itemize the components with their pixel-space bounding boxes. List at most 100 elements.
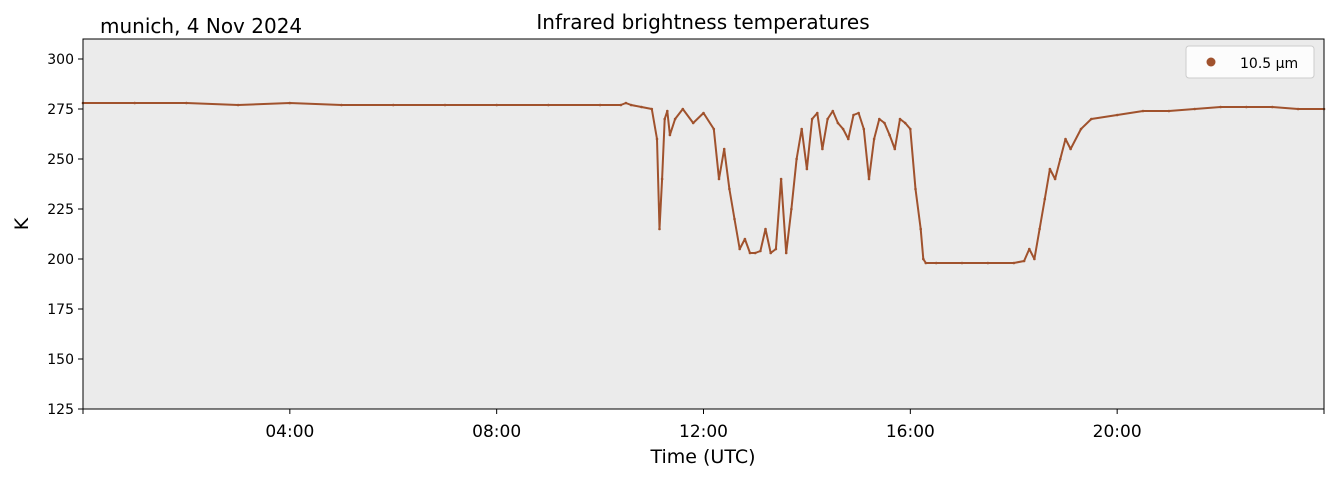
data-point [986, 261, 990, 265]
chart-title: Infrared brightness temperatures [536, 10, 869, 34]
data-point [1022, 259, 1026, 263]
data-point [288, 101, 292, 105]
data-point [805, 167, 809, 171]
data-point [673, 117, 677, 121]
data-point [738, 247, 741, 251]
data-point [702, 111, 705, 115]
data-point [1141, 109, 1145, 113]
data-point [1048, 167, 1052, 171]
data-point [769, 251, 772, 255]
data-point [655, 137, 659, 141]
data-point [774, 247, 778, 251]
data-point [836, 121, 840, 125]
data-point [960, 261, 964, 265]
data-point [800, 127, 803, 131]
data-point [898, 117, 902, 121]
data-point [1115, 113, 1119, 117]
legend: 10.5 µm [1185, 45, 1315, 79]
data-point [1012, 261, 1016, 265]
data-point [443, 103, 447, 107]
y-axis: 125 150 175 200 225 250 275 300 [47, 52, 83, 418]
data-point [1038, 227, 1041, 231]
data-point [495, 103, 499, 107]
data-point [1033, 257, 1036, 261]
data-point [795, 157, 798, 161]
data-point [743, 237, 747, 241]
data-point [784, 251, 788, 255]
data-point [691, 121, 695, 125]
y-tick-label: 225 [47, 202, 74, 218]
data-point [624, 101, 628, 105]
data-point [1245, 105, 1248, 109]
data-point [867, 177, 871, 181]
data-point [821, 147, 824, 151]
data-point [1090, 117, 1093, 121]
data-point [893, 147, 897, 151]
y-tick-label: 250 [47, 152, 74, 168]
data-point [1079, 127, 1083, 131]
x-tick-label: 20:00 [1093, 422, 1142, 442]
data-point [660, 177, 664, 181]
data-point [1028, 247, 1031, 251]
data-point [712, 127, 716, 131]
y-tick-label: 125 [47, 402, 74, 418]
data-point [340, 103, 343, 107]
data-point [681, 107, 685, 111]
data-point [779, 177, 783, 181]
plot-area [83, 39, 1324, 409]
data-point [852, 113, 855, 117]
data-point [862, 127, 866, 131]
data-point [392, 103, 395, 107]
data-point [1296, 107, 1300, 111]
series-layer [81, 101, 1326, 265]
legend-marker [1206, 57, 1216, 67]
y-tick-label: 175 [47, 302, 74, 318]
data-point [810, 117, 814, 121]
data-point [759, 249, 762, 253]
data-point [934, 261, 938, 265]
data-point [1271, 105, 1274, 109]
data-point [924, 261, 928, 265]
data-point [598, 103, 602, 107]
x-axis: 04:00 08:00 12:00 16:00 20:00 [82, 409, 1325, 442]
y-axis-title: K [11, 217, 33, 230]
data-point [903, 121, 907, 125]
legend-box [1185, 45, 1315, 79]
data-point [650, 107, 654, 111]
data-point [728, 187, 731, 191]
data-point [883, 121, 886, 125]
data-point [909, 127, 912, 131]
x-axis-title: Time (UTC) [649, 446, 755, 468]
data-point [133, 101, 136, 105]
data-point [717, 177, 721, 181]
chart-subtitle: munich, 4 Nov 2024 [100, 14, 302, 38]
x-tick-label: 04:00 [265, 422, 314, 442]
data-point [1059, 157, 1062, 161]
data-point [790, 207, 793, 211]
x-tick-label: 08:00 [472, 422, 521, 442]
data-point [748, 251, 752, 255]
data-point [185, 101, 188, 105]
data-point [547, 103, 550, 107]
data-point [816, 111, 819, 115]
data-point [1069, 147, 1072, 151]
data-point [1193, 107, 1196, 111]
y-tick-label: 200 [47, 252, 74, 268]
data-point [753, 251, 757, 255]
legend-label: 10.5 µm [1240, 56, 1298, 72]
data-point [733, 217, 736, 221]
data-point [722, 147, 726, 151]
data-point [841, 127, 845, 131]
data-point [1043, 197, 1047, 201]
data-point [1219, 105, 1222, 109]
series-line-0 [83, 102, 1324, 264]
data-point [629, 103, 633, 107]
data-point [847, 137, 850, 141]
x-tick-label: 16:00 [886, 422, 935, 442]
data-point [872, 137, 876, 141]
data-point [857, 111, 860, 115]
data-point [914, 187, 917, 191]
x-tick-label: 12:00 [679, 422, 728, 442]
data-point [888, 133, 891, 137]
